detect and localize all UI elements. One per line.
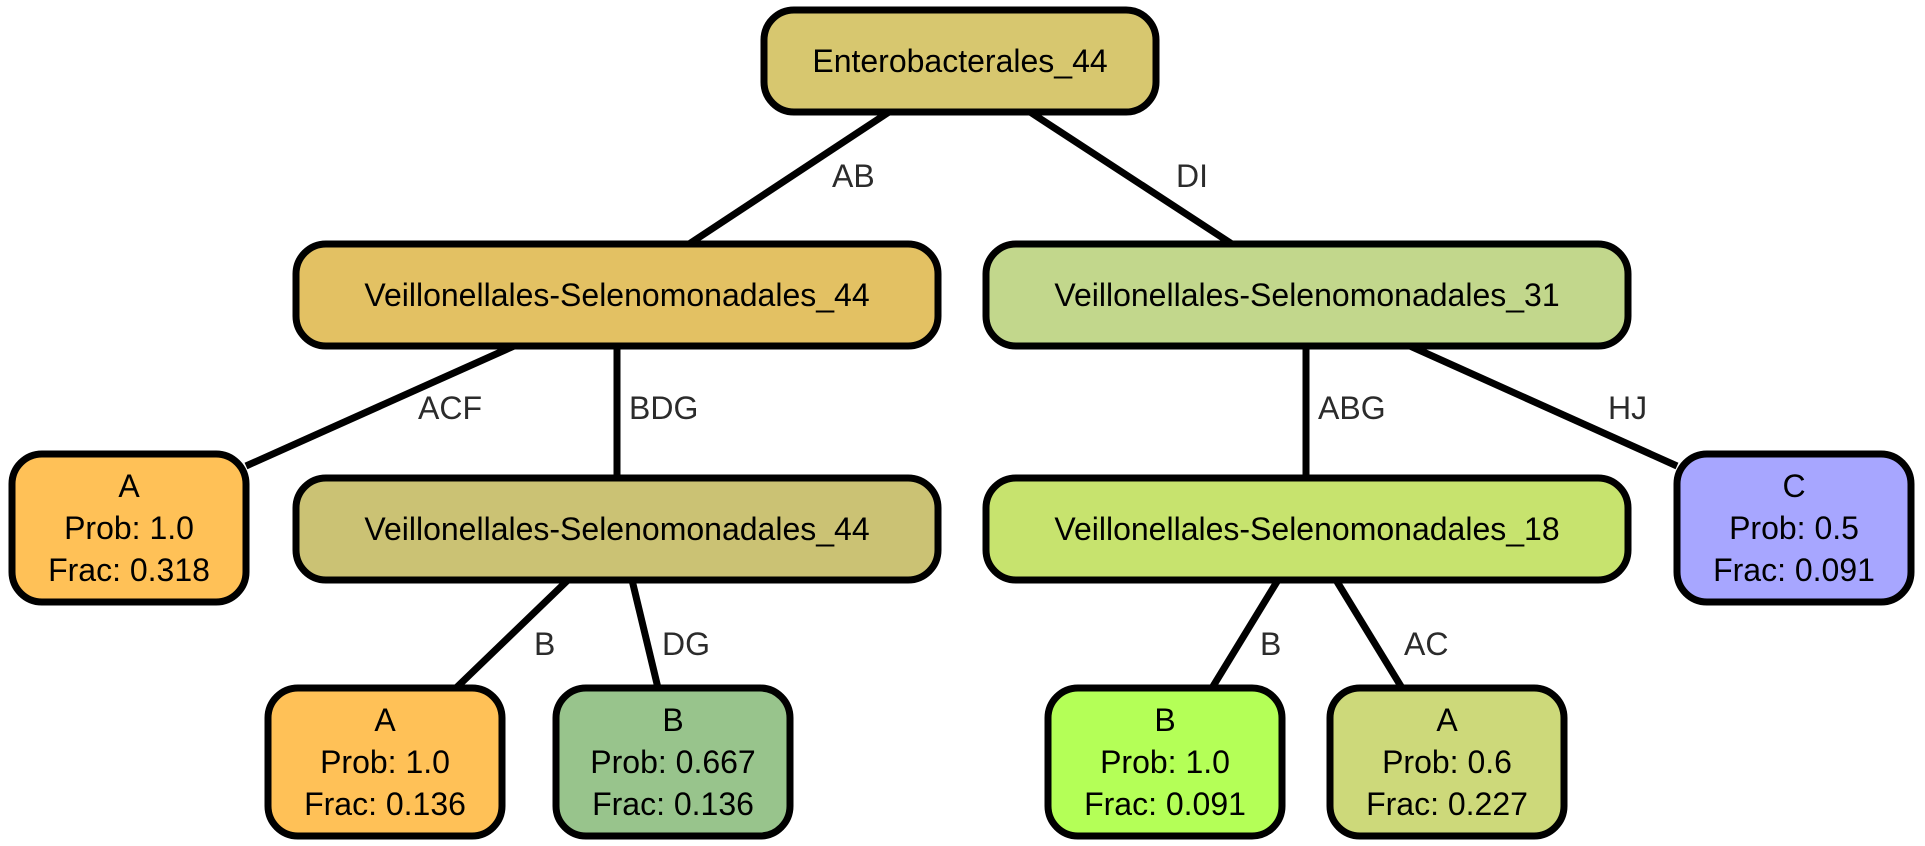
edge-label-vs44a-to-vs44b: BDG	[629, 390, 698, 426]
node-box-leafA1	[8, 450, 250, 606]
node-box-root	[760, 6, 1160, 116]
node-text-leafA2-line-1: Prob: 1.0	[320, 744, 450, 780]
node-text-root-line-0: Enterobacterales_44	[812, 43, 1107, 79]
node-leafC: C Prob: 0.5 Frac: 0.091	[1673, 450, 1915, 606]
edge-label-vs18-to-leafB2: B	[1260, 626, 1281, 662]
node-text-leafB1-line-1: Prob: 0.667	[590, 744, 755, 780]
nodes-layer: Enterobacterales_44 Veillonellales-Seleno…	[8, 6, 1915, 840]
edge-label-vs31-to-leafC: HJ	[1608, 390, 1647, 426]
node-box-leafA2	[264, 684, 506, 840]
node-text-vs44a-line-0: Veillonellales-Selenomonadales_44	[364, 277, 869, 313]
edge-vs44b-to-leafB1	[628, 579, 662, 689]
node-text-leafA3-line-2: Frac: 0.227	[1366, 786, 1528, 822]
node-text-leafB2-line-1: Prob: 1.0	[1100, 744, 1230, 780]
edge-label-vs31-to-vs18: ABG	[1318, 390, 1386, 426]
node-box-leafA3	[1326, 684, 1568, 840]
node-root: Enterobacterales_44	[760, 6, 1160, 116]
edge-label-vs44b-to-leafB1: DG	[662, 626, 710, 662]
node-text-leafA1-line-1: Prob: 1.0	[64, 510, 194, 546]
edge-vs44a-to-leafA1	[244, 342, 516, 470]
node-leafA3: A Prob: 0.6 Frac: 0.227	[1326, 684, 1568, 840]
node-box-vs44a	[292, 240, 942, 350]
node-text-vs44b-line-0: Veillonellales-Selenomonadales_44	[364, 511, 869, 547]
edge-label-vs44a-to-leafA1: ACF	[418, 390, 482, 426]
edge-root-to-vs44a	[687, 109, 891, 247]
node-vs18: Veillonellales-Selenomonadales_18	[982, 474, 1632, 584]
node-box-vs44b	[292, 474, 942, 584]
node-text-leafA2-line-0: A	[374, 702, 396, 738]
edge-label-root-to-vs44a: AB	[832, 158, 875, 194]
edges-layer	[244, 109, 1679, 691]
node-text-leafB2-line-0: B	[1154, 702, 1175, 738]
node-text-leafB1-line-2: Frac: 0.136	[592, 786, 754, 822]
node-box-vs18	[982, 474, 1632, 584]
edge-root-to-vs31	[1028, 109, 1234, 247]
node-box-leafC	[1673, 450, 1915, 606]
node-vs31: Veillonellales-Selenomonadales_31	[982, 240, 1632, 350]
node-box-vs31	[982, 240, 1632, 350]
node-box-leafB1	[552, 684, 794, 840]
node-leafA2: A Prob: 1.0 Frac: 0.136	[264, 684, 506, 840]
node-leafB2: B Prob: 1.0 Frac: 0.091	[1044, 684, 1286, 840]
node-vs44a: Veillonellales-Selenomonadales_44	[292, 240, 942, 350]
node-vs44b: Veillonellales-Selenomonadales_44	[292, 474, 942, 584]
node-text-leafA3-line-0: A	[1436, 702, 1458, 738]
edge-label-vs18-to-leafA3: AC	[1404, 626, 1448, 662]
node-text-leafA3-line-1: Prob: 0.6	[1382, 744, 1512, 780]
node-text-leafC-line-1: Prob: 0.5	[1729, 510, 1859, 546]
node-text-leafA2-line-2: Frac: 0.136	[304, 786, 466, 822]
node-leafB1: B Prob: 0.667 Frac: 0.136	[552, 684, 794, 840]
edge-label-root-to-vs31: DI	[1176, 158, 1208, 194]
edge-vs18-to-leafA3	[1333, 578, 1405, 690]
node-text-leafB2-line-2: Frac: 0.091	[1084, 786, 1246, 822]
node-text-vs18-line-0: Veillonellales-Selenomonadales_18	[1054, 511, 1559, 547]
edge-vs18-to-leafB2	[1209, 578, 1281, 690]
node-text-leafB1-line-0: B	[662, 702, 683, 738]
edge-vs44b-to-leafA2	[453, 577, 571, 691]
node-text-vs31-line-0: Veillonellales-Selenomonadales_31	[1054, 277, 1559, 313]
node-leafA1: A Prob: 1.0 Frac: 0.318	[8, 450, 250, 606]
node-text-leafC-line-0: C	[1782, 468, 1805, 504]
node-text-leafC-line-2: Frac: 0.091	[1713, 552, 1875, 588]
edge-vs31-to-leafC	[1408, 342, 1679, 470]
node-text-leafA1-line-2: Frac: 0.318	[48, 552, 210, 588]
node-box-leafB2	[1044, 684, 1286, 840]
node-text-leafA1-line-0: A	[118, 468, 140, 504]
edge-label-vs44b-to-leafA2: B	[534, 626, 555, 662]
